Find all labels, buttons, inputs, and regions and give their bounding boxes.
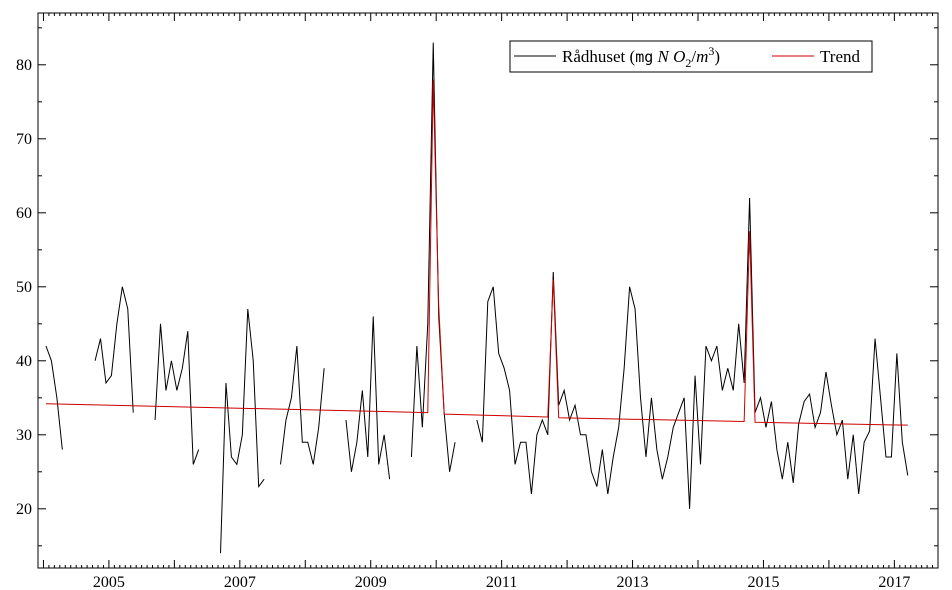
x-tick-label: 2015 (747, 574, 779, 590)
series-trend-line (45, 79, 908, 426)
x-axis (42, 13, 939, 568)
series-radhuset-line (45, 345, 63, 450)
x-tick-label: 2007 (224, 574, 256, 590)
x-tick-label: 2013 (617, 574, 649, 590)
x-tick-label: 2009 (355, 574, 387, 590)
y-tick-label: 30 (16, 427, 32, 444)
legend: Rådhuset (mg N O2/m3) Trend (509, 40, 873, 73)
plot-frame (37, 12, 939, 569)
x-tick-labels: 2005 2007 2009 2011 2013 2015 2017 (93, 574, 910, 590)
x-tick-label: 2005 (93, 574, 125, 590)
series-radhuset (45, 42, 909, 554)
y-tick-labels: 20 30 40 50 60 70 80 (16, 57, 32, 518)
y-tick-label: 60 (16, 205, 32, 222)
series-radhuset-line (94, 286, 134, 413)
x-tick-label: 2017 (878, 574, 910, 590)
y-tick-label: 50 (16, 279, 32, 296)
y-tick-label: 80 (16, 57, 32, 74)
legend-label-trend: Trend (820, 47, 860, 66)
y-tick-label: 70 (16, 131, 32, 148)
series-trend (45, 79, 908, 426)
series-radhuset-line (476, 197, 909, 509)
series-radhuset-line (410, 42, 456, 472)
x-tick-label: 2011 (486, 574, 517, 590)
series-radhuset-line (345, 316, 391, 480)
y-axis (38, 27, 938, 547)
y-tick-label: 40 (16, 353, 32, 370)
legend-label-radhuset: Rådhuset (mg N O2/m3) (562, 44, 720, 70)
y-tick-label: 20 (16, 501, 32, 518)
series-radhuset-line (154, 323, 200, 465)
series-radhuset-line (280, 345, 325, 465)
